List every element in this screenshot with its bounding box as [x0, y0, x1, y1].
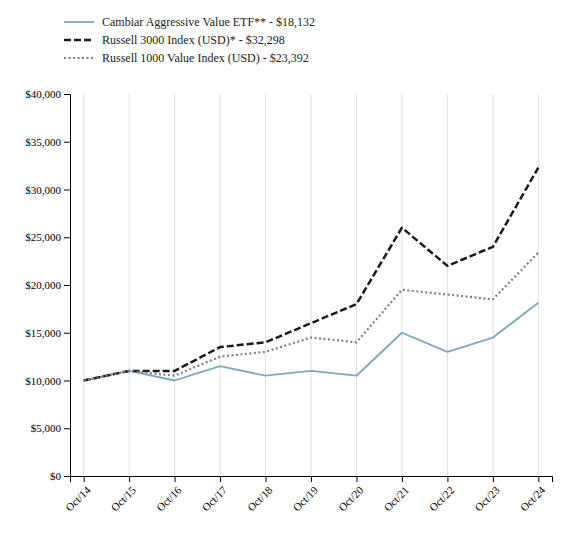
grid-line [356, 94, 357, 476]
y-tick: $30,000 [25, 184, 70, 196]
chart: $0 $5,000 $10,000 $15,000 $20,000 $25,000 $30,… [0, 0, 576, 540]
y-axis: $0 $5,000 $10,000 $15,000 $20,000 $25,000 $30,… [25, 88, 70, 482]
x-tick: Oct/18 [245, 476, 275, 514]
x-tick: Oct/14 [63, 476, 93, 514]
grid [84, 94, 539, 476]
y-tick-mark [64, 285, 70, 286]
x-tick-label: Oct/20 [336, 484, 366, 514]
lines [84, 168, 539, 381]
legend-item: Russell 1000 Value Index (USD) - $23,392 [64, 51, 309, 65]
legend-swatch [64, 21, 94, 23]
x-tick: Oct/15 [109, 476, 139, 514]
y-tick-mark [64, 476, 70, 477]
y-tick: $10,000 [25, 375, 70, 387]
plot: $0 $5,000 $10,000 $15,000 $20,000 $25,000 $30,… [25, 88, 552, 513]
y-tick-label: $15,000 [25, 327, 61, 339]
grid-line [174, 94, 175, 476]
x-tick-label: Oct/19 [290, 484, 320, 514]
series-line [84, 168, 539, 381]
x-tick: Oct/17 [199, 476, 229, 514]
x-tick-label: Oct/15 [109, 484, 139, 514]
y-tick: $15,000 [25, 327, 70, 339]
x-tick: Oct/19 [290, 476, 320, 514]
x-tick: Oct/24 [518, 476, 548, 514]
grid-line [129, 94, 130, 476]
x-tick: Oct/16 [154, 476, 184, 514]
x-tick-mark [220, 476, 221, 482]
x-tick: Oct/22 [427, 476, 457, 514]
grid-line [492, 94, 493, 476]
x-tick: Oct/21 [381, 476, 411, 514]
y-tick-mark [64, 381, 70, 382]
y-tick: $0 [50, 470, 70, 482]
y-tick-mark [64, 333, 70, 334]
x-tick-label: Oct/23 [472, 484, 502, 514]
legend-swatch [64, 39, 94, 42]
y-tick-label: $20,000 [25, 279, 61, 291]
x-axis-line [71, 477, 553, 483]
x-tick-mark [175, 476, 176, 482]
grid-line [401, 94, 402, 476]
grid-line [265, 94, 266, 476]
legend-item: Russell 3000 Index (USD)* - $32,298 [64, 33, 285, 47]
x-tick-label: Oct/17 [199, 484, 229, 514]
y-tick-label: $40,000 [25, 88, 61, 100]
y-tick-mark [64, 94, 70, 95]
x-tick-mark [493, 476, 494, 482]
grid-line [447, 94, 448, 476]
x-tick-label: Oct/14 [63, 484, 93, 514]
x-tick-mark [538, 476, 539, 482]
y-axis-line [64, 95, 71, 477]
y-tick: $25,000 [25, 231, 70, 243]
y-tick-label: $10,000 [25, 375, 61, 387]
series-line [84, 303, 539, 381]
y-tick: $20,000 [25, 279, 70, 291]
y-tick-label: $30,000 [25, 184, 61, 196]
grid-line [538, 94, 539, 476]
y-tick-mark [64, 237, 70, 238]
x-tick-mark [356, 476, 357, 482]
grid-line [83, 94, 84, 476]
x-tick-mark [129, 476, 130, 482]
x-tick-mark [402, 476, 403, 482]
x-tick: Oct/23 [472, 476, 502, 514]
y-tick-label: $0 [50, 470, 62, 482]
y-tick-label: $25,000 [25, 231, 61, 243]
x-tick-label: Oct/16 [154, 484, 184, 514]
x-tick-mark [266, 476, 267, 482]
y-tick-mark [64, 142, 70, 143]
y-tick-label: $5,000 [31, 422, 62, 434]
y-tick-mark [64, 428, 70, 429]
y-tick: $40,000 [25, 88, 70, 100]
grid-line [311, 94, 312, 476]
series-line [84, 253, 539, 381]
y-tick: $5,000 [31, 422, 70, 434]
legend-label: Cambiar Aggressive Value ETF** - $18,132 [102, 15, 315, 29]
y-tick: $35,000 [25, 136, 70, 148]
legend-label: Russell 1000 Value Index (USD) - $23,392 [102, 51, 309, 65]
x-tick-mark [311, 476, 312, 482]
x-tick-label: Oct/22 [427, 484, 457, 514]
x-axis: Oct/14 Oct/15 Oct/16 Oct/17 Oct/18 Oct/19 Oct/… [63, 476, 552, 514]
x-tick: Oct/20 [336, 476, 366, 514]
x-tick-label: Oct/21 [381, 484, 411, 514]
y-tick-mark [64, 190, 70, 191]
legend-swatch [64, 57, 94, 59]
x-tick-label: Oct/18 [245, 484, 275, 514]
x-tick-mark [84, 476, 85, 482]
x-tick-label: Oct/24 [518, 484, 548, 514]
legend-item: Cambiar Aggressive Value ETF** - $18,132 [64, 15, 315, 29]
x-tick-mark [447, 476, 448, 482]
y-tick-label: $35,000 [25, 136, 61, 148]
legend-label: Russell 3000 Index (USD)* - $32,298 [102, 33, 285, 47]
grid-line [220, 94, 221, 476]
legend: Cambiar Aggressive Value ETF** - $18,132… [64, 15, 315, 65]
